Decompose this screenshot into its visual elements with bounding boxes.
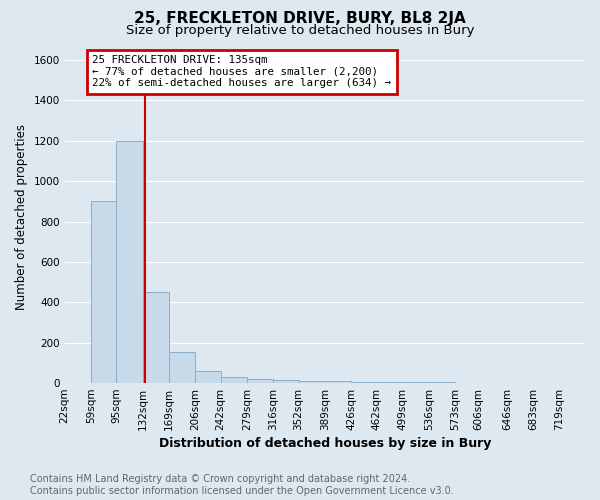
Bar: [195, 371, 221, 383]
Bar: [299, 381, 325, 383]
Text: Size of property relative to detached houses in Bury: Size of property relative to detached ho…: [126, 24, 474, 37]
Bar: [169, 352, 195, 383]
Bar: [429, 382, 455, 383]
Text: Contains HM Land Registry data © Crown copyright and database right 2024.
Contai: Contains HM Land Registry data © Crown c…: [30, 474, 454, 496]
Text: 25 FRECKLETON DRIVE: 135sqm
← 77% of detached houses are smaller (2,200)
22% of : 25 FRECKLETON DRIVE: 135sqm ← 77% of det…: [92, 55, 391, 88]
Bar: [325, 382, 351, 383]
Bar: [377, 382, 403, 383]
Bar: [247, 379, 273, 383]
Bar: [221, 377, 247, 383]
Bar: [403, 382, 429, 383]
Bar: [273, 380, 299, 383]
Bar: [351, 382, 377, 383]
Text: 25, FRECKLETON DRIVE, BURY, BL8 2JA: 25, FRECKLETON DRIVE, BURY, BL8 2JA: [134, 12, 466, 26]
Bar: [143, 292, 169, 383]
Bar: [91, 202, 116, 383]
Y-axis label: Number of detached properties: Number of detached properties: [15, 124, 28, 310]
Bar: [116, 141, 143, 383]
X-axis label: Distribution of detached houses by size in Bury: Distribution of detached houses by size …: [158, 437, 491, 450]
